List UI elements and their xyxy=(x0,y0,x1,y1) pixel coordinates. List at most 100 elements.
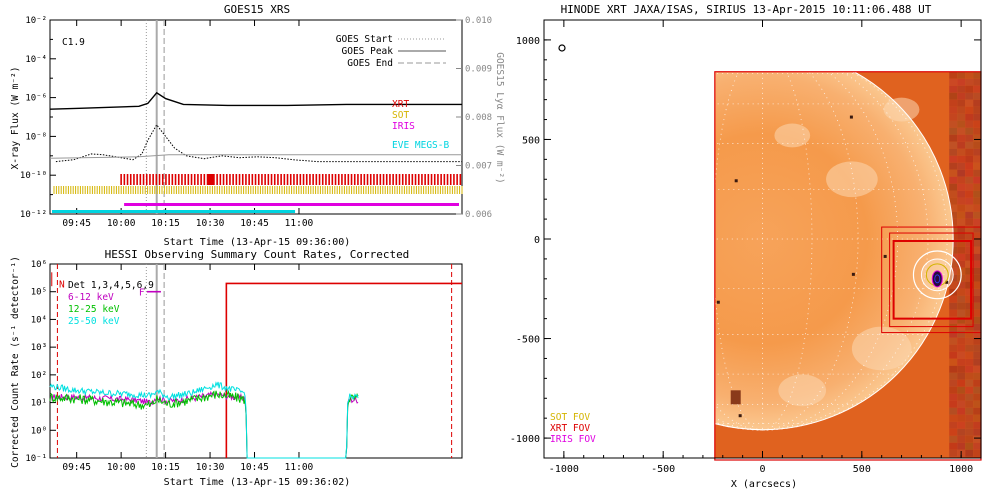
hessi-xlabel: Start Time (13-Apr-15 09:36:02) xyxy=(164,477,351,488)
xrt-title: HINODE XRT JAXA/ISAS, SIRIUS 13-Apr-2015… xyxy=(561,3,932,16)
hessi-ytick-label: 10⁶ xyxy=(31,260,47,270)
xrt-offlimb-block xyxy=(949,176,958,184)
hessi-legend-title: Det 1,3,4,5,6,9 xyxy=(68,280,154,291)
xrt-offlimb-block xyxy=(957,190,966,198)
xrt-offlimb-block xyxy=(957,232,966,240)
xrt-offlimb-block xyxy=(965,253,974,261)
xrt-offlimb-block xyxy=(957,393,966,401)
xrt-offlimb-block xyxy=(949,393,958,401)
sun-dark-spot xyxy=(849,115,853,119)
xrt-offlimb-block xyxy=(949,71,958,79)
xrt-offlimb-block xyxy=(965,421,974,429)
xrt-offlimb-block xyxy=(949,211,958,219)
xrt-offlimb-block xyxy=(957,141,966,149)
xrt-offlimb-block xyxy=(965,169,974,177)
xrt-ytick-label: 1000 xyxy=(516,36,540,47)
xrt-offlimb-block xyxy=(957,358,966,366)
sun-bright-region xyxy=(851,326,912,371)
xrt-offlimb-block xyxy=(965,288,974,296)
goes-ytick-right-label: 0.009 xyxy=(465,65,492,75)
goes-ytick-label: 10⁻⁴ xyxy=(25,55,47,65)
sun-dark-spot xyxy=(945,280,949,284)
xrt-offlimb-block xyxy=(965,204,974,212)
xrt-offlimb-block xyxy=(949,134,958,142)
xrt-offlimb-block xyxy=(949,435,958,443)
xrt-offlimb-block xyxy=(973,379,981,387)
xrt-offlimb-block xyxy=(973,456,981,458)
goes-title: GOES15 XRS xyxy=(224,3,290,16)
xrt-offlimb-block xyxy=(949,386,958,394)
fov-legend-sot: SOT FOV xyxy=(550,412,590,423)
xrt-offlimb-block xyxy=(965,365,974,373)
xrt-offlimb-block xyxy=(949,372,958,380)
label-eve: EVE MEGS-B xyxy=(392,140,449,151)
goes-series-long xyxy=(49,91,462,110)
xrt-offlimb-block xyxy=(949,78,958,86)
xrt-offlimb-block xyxy=(965,449,974,457)
xrt-offlimb-block xyxy=(949,421,958,429)
xrt-offlimb-block xyxy=(973,134,981,142)
xrt-offlimb-block xyxy=(957,183,966,191)
xrt-offlimb-block xyxy=(965,71,974,79)
sun-bright-region xyxy=(883,97,920,122)
xrt-offlimb-block xyxy=(965,225,974,233)
iris-coverage xyxy=(124,203,460,206)
goes-ytick-label: 10⁻² xyxy=(25,16,47,26)
goes-series-short xyxy=(55,123,462,163)
xrt-offlimb-block xyxy=(973,323,981,331)
xrt-offlimb-block xyxy=(957,197,966,205)
sot-coverage xyxy=(53,186,463,194)
xrt-offlimb-block xyxy=(973,428,981,436)
xrt-offlimb-block xyxy=(949,302,958,310)
hessi-legend-25-50: 25-50 keV xyxy=(68,316,120,327)
xrt-offlimb-block xyxy=(957,379,966,387)
xrt-offlimb-block xyxy=(957,162,966,170)
goes-xtick-label: 10:00 xyxy=(107,218,136,229)
xrt-offlimb-block xyxy=(957,344,966,352)
xrt-xtick-label: 500 xyxy=(853,464,871,475)
xrt-coverage-block xyxy=(207,174,215,185)
sun-bright-region xyxy=(826,161,878,198)
xrt-xtick-label: -1000 xyxy=(549,464,579,475)
sun-dark-spot xyxy=(734,179,738,183)
hessi-attenuator-state xyxy=(225,282,462,458)
xrt-offlimb-block xyxy=(973,190,981,198)
xrt-offlimb-block xyxy=(973,141,981,149)
xrt-offlimb-block xyxy=(973,393,981,401)
xrt-offlimb-block xyxy=(965,344,974,352)
sun-dark-spot xyxy=(716,300,720,304)
xrt-offlimb-block xyxy=(973,407,981,415)
xrt-offlimb-block xyxy=(957,442,966,450)
label-sot: SOT xyxy=(392,110,409,121)
hessi-ytick-label: 10⁵ xyxy=(31,288,47,298)
xrt-offlimb-block xyxy=(957,414,966,422)
xrt-offlimb-block xyxy=(973,92,981,100)
xrt-offlimb-block xyxy=(957,85,966,93)
xrt-offlimb-block xyxy=(973,288,981,296)
xrt-offlimb-block xyxy=(949,358,958,366)
xrt-offlimb-block xyxy=(973,295,981,303)
hessi-series-6-12-keV xyxy=(49,390,359,459)
xrt-offlimb-block xyxy=(973,253,981,261)
xrt-offlimb-block xyxy=(965,197,974,205)
goes-xtick-label: 11:00 xyxy=(285,218,314,229)
goes-ytick-label: 10⁻¹² xyxy=(20,210,47,220)
xrt-offlimb-block xyxy=(965,393,974,401)
xrt-offlimb-block xyxy=(973,169,981,177)
hessi-ytick-label: 10³ xyxy=(31,343,47,353)
xrt-offlimb-block xyxy=(949,260,958,268)
hessi-ytick-label: 10⁴ xyxy=(31,315,47,325)
xrt-offlimb-block xyxy=(957,281,966,289)
xrt-offlimb-block xyxy=(957,71,966,79)
xrt-offlimb-block xyxy=(973,337,981,345)
hessi-ytick-label: 10² xyxy=(31,371,47,381)
hessi-series-12-25-keV xyxy=(49,389,359,459)
xrt-offlimb-block xyxy=(973,372,981,380)
xrt-offlimb-block xyxy=(949,281,958,289)
goes-ylabel-right: GOES15 Lyα Flux (W m⁻²) xyxy=(494,52,505,184)
xrt-offlimb-block xyxy=(973,148,981,156)
hessi-annotation-f: F xyxy=(139,288,145,299)
xrt-offlimb-block xyxy=(957,400,966,408)
xrt-offlimb-block xyxy=(949,456,958,458)
goes-xtick-label: 10:15 xyxy=(151,218,180,229)
